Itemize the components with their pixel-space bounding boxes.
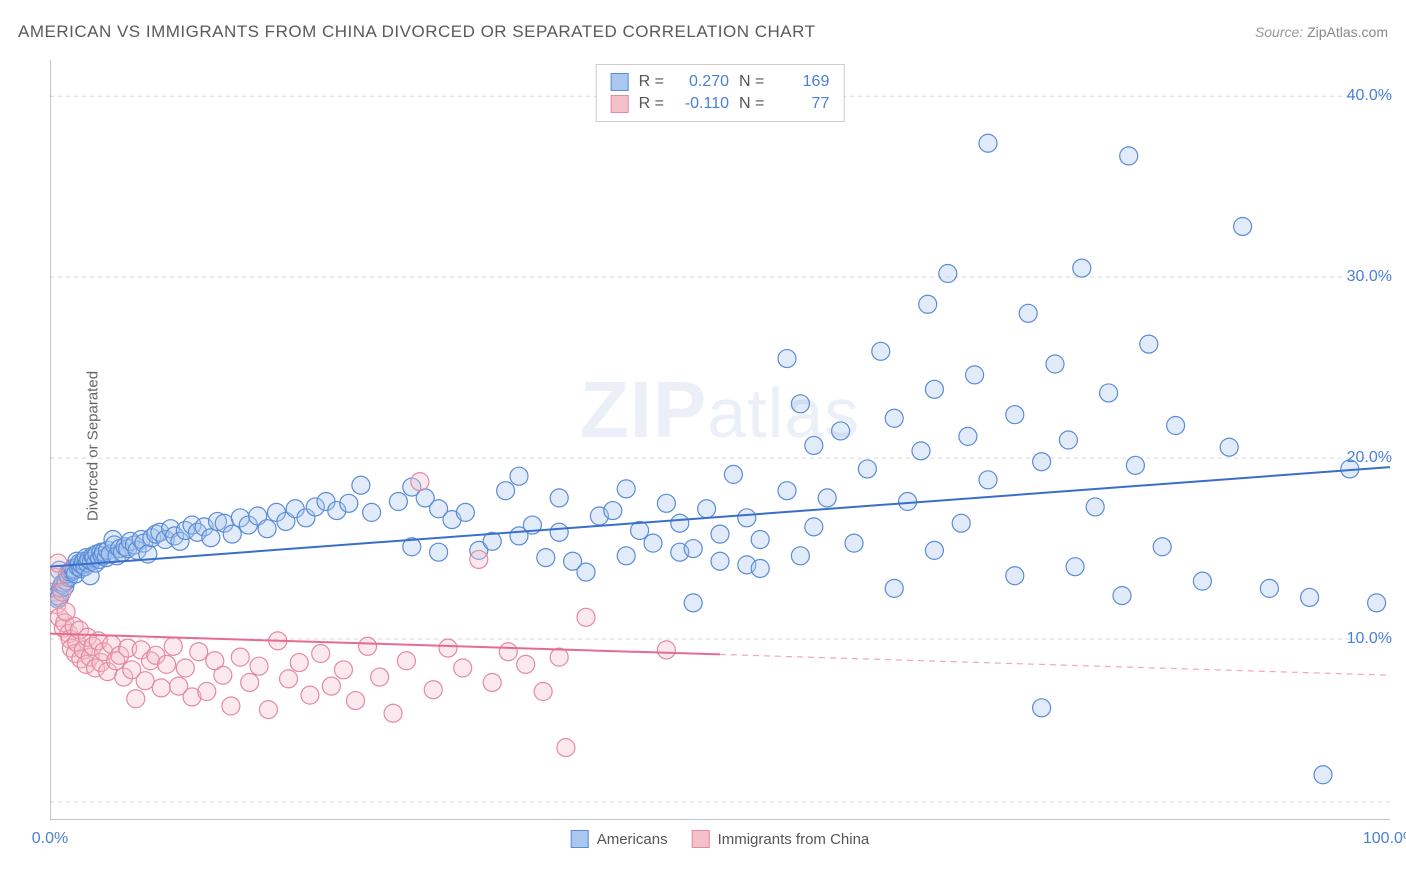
x-tick-label: 100.0% bbox=[1363, 830, 1406, 848]
y-tick-label: 10.0% bbox=[1347, 630, 1392, 648]
x-tick-label: 0.0% bbox=[32, 830, 68, 848]
y-tick-label: 40.0% bbox=[1347, 87, 1392, 105]
y-tick-label: 20.0% bbox=[1347, 449, 1392, 467]
legend-label: Americans bbox=[597, 831, 668, 848]
stat-n-value: 77 bbox=[774, 95, 829, 113]
legend-item: Immigrants from China bbox=[692, 830, 870, 848]
bottom-legend: Americans Immigrants from China bbox=[571, 830, 870, 848]
series-swatch bbox=[611, 95, 629, 113]
stat-n-label: N = bbox=[739, 73, 764, 91]
chart-container: AMERICAN VS IMMIGRANTS FROM CHINA DIVORC… bbox=[0, 0, 1406, 892]
stat-r-value: -0.110 bbox=[674, 95, 729, 113]
legend-label: Immigrants from China bbox=[718, 831, 870, 848]
y-tick-label: 30.0% bbox=[1347, 268, 1392, 286]
stats-row: R = 0.270 N = 169 bbox=[611, 71, 830, 93]
correlation-stats-box: R = 0.270 N = 169 R = -0.110 N = 77 bbox=[596, 64, 845, 122]
source-attribution: Source: ZipAtlas.com bbox=[1255, 24, 1388, 40]
source-label: Source: bbox=[1255, 24, 1303, 40]
legend-swatch bbox=[571, 830, 589, 848]
stat-r-label: R = bbox=[639, 73, 664, 91]
stat-r-value: 0.270 bbox=[674, 73, 729, 91]
scatter-chart-svg bbox=[50, 60, 1390, 820]
source-name: ZipAtlas.com bbox=[1307, 24, 1388, 40]
chart-title: AMERICAN VS IMMIGRANTS FROM CHINA DIVORC… bbox=[18, 22, 815, 42]
stats-row: R = -0.110 N = 77 bbox=[611, 93, 830, 115]
legend-swatch bbox=[692, 830, 710, 848]
stat-r-label: R = bbox=[639, 95, 664, 113]
stat-n-value: 169 bbox=[774, 73, 829, 91]
plot-area: ZIPatlas R =0.270N =169R =-0.110N =77 Am… bbox=[50, 60, 1390, 820]
series-swatch bbox=[611, 73, 629, 91]
legend-item: Americans bbox=[571, 830, 668, 848]
stat-n-label: N = bbox=[739, 95, 764, 113]
